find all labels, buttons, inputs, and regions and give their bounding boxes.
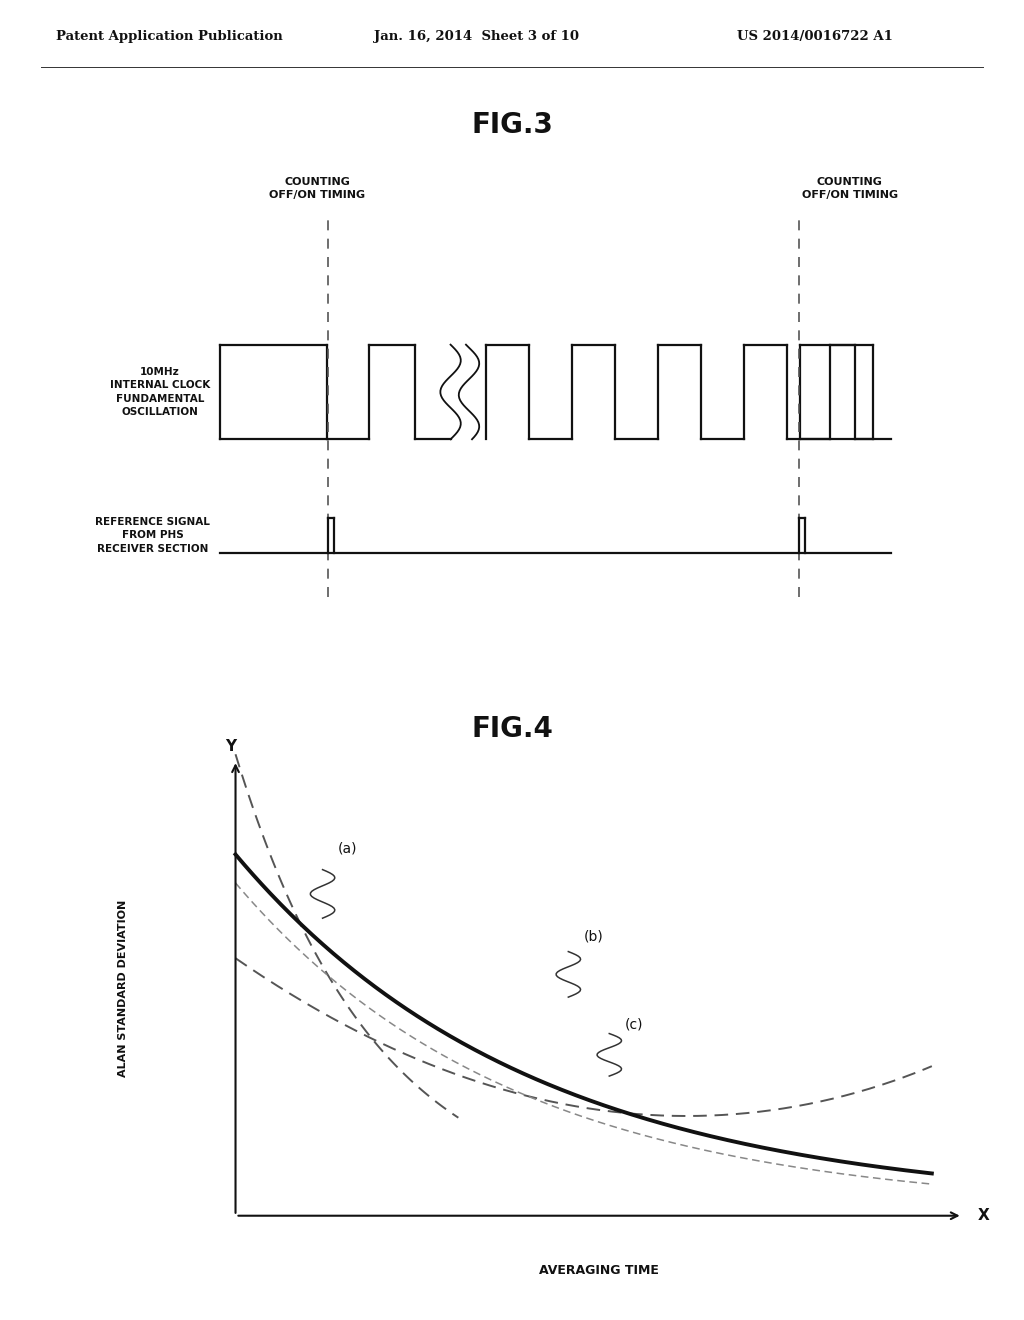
Text: US 2014/0016722 A1: US 2014/0016722 A1 xyxy=(737,30,893,42)
Text: COUNTING
OFF/ON TIMING: COUNTING OFF/ON TIMING xyxy=(802,177,898,199)
Text: Y: Y xyxy=(225,739,236,754)
Text: X: X xyxy=(978,1208,989,1224)
Text: REFERENCE SIGNAL
FROM PHS
RECEIVER SECTION: REFERENCE SIGNAL FROM PHS RECEIVER SECTI… xyxy=(95,517,210,553)
Text: (c): (c) xyxy=(625,1018,643,1031)
Text: (a): (a) xyxy=(338,841,357,855)
Text: Jan. 16, 2014  Sheet 3 of 10: Jan. 16, 2014 Sheet 3 of 10 xyxy=(374,30,579,42)
Text: AVERAGING TIME: AVERAGING TIME xyxy=(539,1263,659,1276)
Text: 10MHz
INTERNAL CLOCK
FUNDAMENTAL
OSCILLATION: 10MHz INTERNAL CLOCK FUNDAMENTAL OSCILLA… xyxy=(110,367,210,417)
Text: COUNTING
OFF/ON TIMING: COUNTING OFF/ON TIMING xyxy=(269,177,366,199)
Text: ALAN STANDARD DEVIATION: ALAN STANDARD DEVIATION xyxy=(118,899,128,1077)
Text: FIG.4: FIG.4 xyxy=(471,714,553,743)
Text: FIG.3: FIG.3 xyxy=(471,111,553,140)
Text: Patent Application Publication: Patent Application Publication xyxy=(56,30,283,42)
Text: (b): (b) xyxy=(584,929,603,944)
